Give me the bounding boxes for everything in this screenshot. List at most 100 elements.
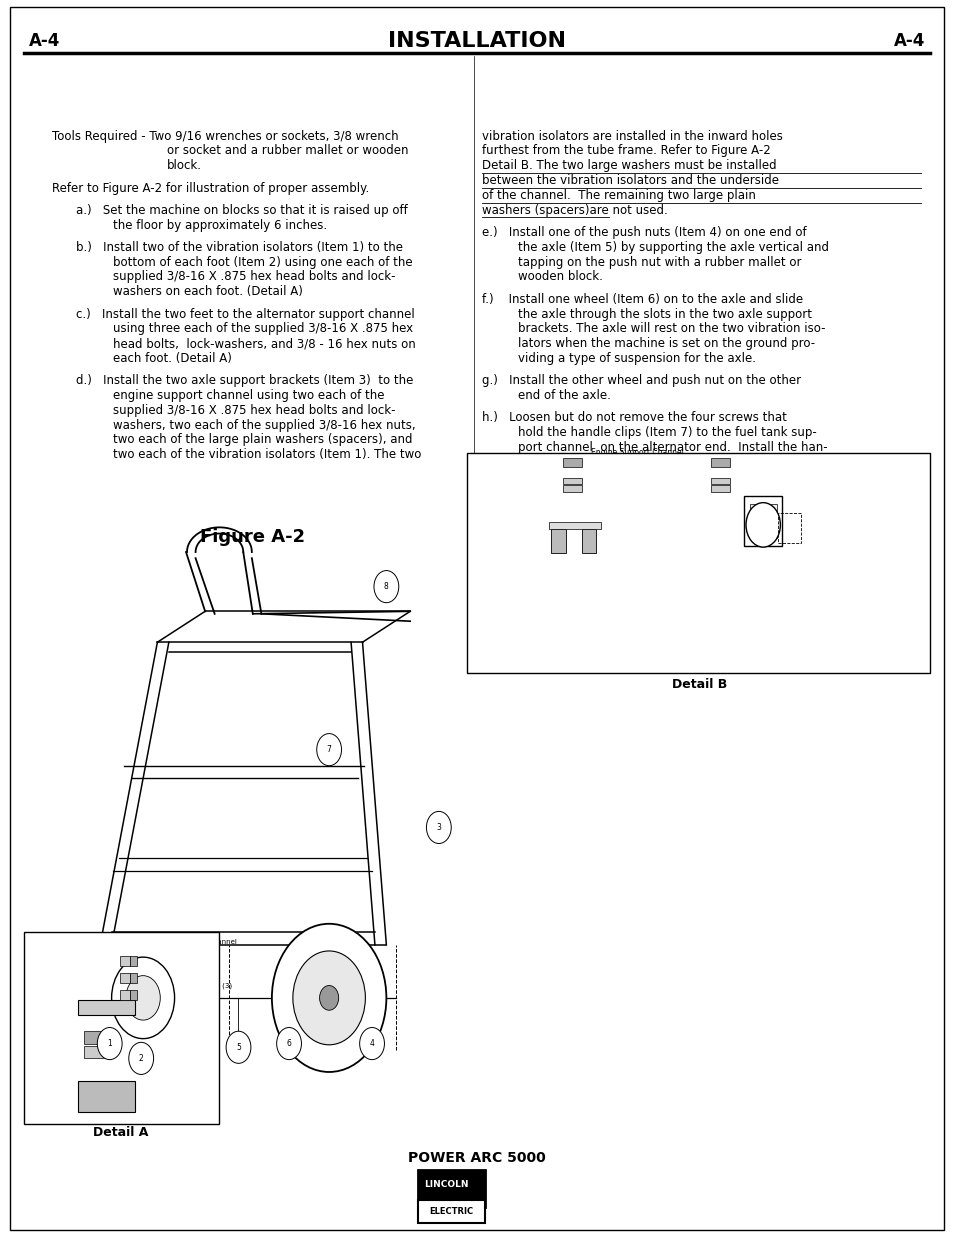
Bar <box>749 504 776 538</box>
Text: c.)   Install the two feet to the alternator support channel: c.) Install the two feet to the alternat… <box>76 308 415 321</box>
Circle shape <box>426 811 451 844</box>
Circle shape <box>112 957 174 1039</box>
Bar <box>562 458 581 467</box>
Text: ELECTRIC: ELECTRIC <box>429 1207 473 1216</box>
Text: Lockwasher: Lockwasher <box>618 494 662 504</box>
Text: Item 2: Item 2 <box>29 1018 51 1023</box>
Circle shape <box>276 1028 301 1060</box>
Text: 8: 8 <box>384 582 388 592</box>
Text: 4: 4 <box>369 1039 375 1049</box>
Text: the axle through the slots in the two axle support: the axle through the slots in the two ax… <box>517 308 811 321</box>
Circle shape <box>745 503 780 547</box>
Bar <box>130 990 137 1000</box>
Bar <box>130 956 137 966</box>
Bar <box>417 1170 484 1207</box>
Text: the floor by approximately 6 inches.: the floor by approximately 6 inches. <box>112 219 326 232</box>
Text: each foot. (Detail A): each foot. (Detail A) <box>112 352 232 366</box>
Circle shape <box>126 976 160 1020</box>
Text: Refer to Figure A-2 for illustration of proper assembly.: Refer to Figure A-2 for illustration of … <box>52 182 370 195</box>
Text: f.)    Install one wheel (Item 6) on to the axle and slide: f.) Install one wheel (Item 6) on to the… <box>481 293 802 306</box>
Text: head bolts,  lock-washers, and 3/8 - 16 hex nuts on: head bolts, lock-washers, and 3/8 - 16 h… <box>112 337 415 351</box>
Text: brackets. The axle will rest on the two vibration iso-: brackets. The axle will rest on the two … <box>517 322 824 336</box>
Bar <box>562 478 581 484</box>
Circle shape <box>316 734 341 766</box>
Text: two each of the large plain washers (spacers), and: two each of the large plain washers (spa… <box>112 433 412 447</box>
Text: g.)   Install the other wheel and push nut on the other: g.) Install the other wheel and push nut… <box>481 374 801 388</box>
Bar <box>84 1031 107 1044</box>
Text: hold the handle clips (Item 7) to the fuel tank sup-: hold the handle clips (Item 7) to the fu… <box>517 426 816 440</box>
Text: Axle
Item 5: Axle Item 5 <box>472 521 497 541</box>
Text: 3/8-16 x .875 Hex Bolt (2): 3/8-16 x .875 Hex Bolt (2) <box>667 453 765 462</box>
Circle shape <box>359 1028 384 1060</box>
Text: POWER ARC 5000: POWER ARC 5000 <box>408 1151 545 1166</box>
Text: ened.  The height of the handle can be adjusted to: ened. The height of the handle can be ad… <box>517 485 818 499</box>
Text: 5: 5 <box>235 1042 241 1052</box>
Bar <box>743 496 781 546</box>
Text: Push Nut
Item 4: Push Nut Item 4 <box>801 538 835 558</box>
Bar <box>120 973 130 983</box>
Text: LINCOLN: LINCOLN <box>424 1179 468 1189</box>
Text: A-4: A-4 <box>29 32 60 49</box>
Text: tapping on the push nut with a rubber mallet or: tapping on the push nut with a rubber ma… <box>517 256 801 269</box>
Text: suit the user.: suit the user. <box>517 500 595 514</box>
Text: Large Plain Washer
(Spacer): Large Plain Washer (Spacer) <box>472 601 545 621</box>
Bar <box>417 1200 484 1223</box>
Text: Detail B. The two large washers must be installed: Detail B. The two large washers must be … <box>481 159 776 173</box>
Bar <box>78 1081 135 1112</box>
Text: block.: block. <box>167 159 202 173</box>
Text: washers, two each of the supplied 3/8-16 hex nuts,: washers, two each of the supplied 3/8-16… <box>112 419 415 432</box>
Circle shape <box>293 951 365 1045</box>
Text: ®: ® <box>476 1182 483 1187</box>
Bar <box>24 932 219 1124</box>
Circle shape <box>374 571 398 603</box>
Circle shape <box>226 1031 251 1063</box>
Text: Alternator Support Channel: Alternator Support Channel <box>141 940 236 945</box>
Text: viding a type of suspension for the axle.: viding a type of suspension for the axle… <box>517 352 755 366</box>
Bar <box>581 529 596 553</box>
Text: Hex Nut: Hex Nut <box>618 509 648 519</box>
Text: Lockwasher: Lockwasher <box>29 1052 70 1057</box>
Bar <box>78 1000 135 1015</box>
Text: Rubber Isolator: Rubber Isolator <box>29 1084 82 1089</box>
Circle shape <box>97 1028 122 1060</box>
Bar <box>710 458 729 467</box>
Text: 3/8-16 Hex Nut (3): 3/8-16 Hex Nut (3) <box>141 955 207 962</box>
Bar <box>84 1046 107 1058</box>
Text: Tools Required - Two 9/16 wrenches or sockets, 3/8 wrench: Tools Required - Two 9/16 wrenches or so… <box>52 130 398 143</box>
Text: supplied 3/8-16 X .875 hex head bolts and lock-: supplied 3/8-16 X .875 hex head bolts an… <box>112 404 395 417</box>
Text: or socket and a rubber mallet or wooden: or socket and a rubber mallet or wooden <box>167 144 408 158</box>
Text: h.)   Loosen but do not remove the four screws that: h.) Loosen but do not remove the four sc… <box>481 411 786 425</box>
Text: Lockwasher (3): Lockwasher (3) <box>141 968 194 976</box>
Text: Detail B: Detail B <box>671 678 726 692</box>
Bar <box>710 478 729 484</box>
Bar <box>777 513 801 543</box>
Text: INSTALLATION: INSTALLATION <box>388 31 565 51</box>
Circle shape <box>319 986 338 1010</box>
Text: lators when the machine is set on the ground pro-: lators when the machine is set on the gr… <box>517 337 814 351</box>
Text: and tighten the screws that were previously loos-: and tighten the screws that were previou… <box>517 471 810 484</box>
Text: Item 1: Item 1 <box>29 1095 51 1100</box>
Text: between the vibration isolators and the underside: between the vibration isolators and the … <box>481 174 778 188</box>
Bar <box>562 485 581 492</box>
Text: b.)   Install two of the vibration isolators (Item 1) to the: b.) Install two of the vibration isolato… <box>76 241 403 254</box>
Text: washers (spacers)are not used.: washers (spacers)are not used. <box>481 204 667 217</box>
Text: Figure A-2: Figure A-2 <box>200 529 305 546</box>
Circle shape <box>272 924 386 1072</box>
Text: Engine Support Channel: Engine Support Channel <box>591 448 683 457</box>
Bar <box>467 453 929 673</box>
Text: 1: 1 <box>108 1039 112 1049</box>
Text: of the channel.  The remaining two large plain: of the channel. The remaining two large … <box>481 189 755 203</box>
Bar <box>120 956 130 966</box>
Text: port channel  on the alternator end.  Install the han-: port channel on the alternator end. Inst… <box>517 441 827 454</box>
Text: Wheel
Item 6: Wheel Item 6 <box>801 509 825 529</box>
Text: two each of the vibration isolators (Item 1). The two: two each of the vibration isolators (Ite… <box>112 448 420 462</box>
Bar <box>130 973 137 983</box>
Text: 3: 3 <box>436 823 441 832</box>
Text: e.)   Install one of the push nuts (Item 4) on one end of: e.) Install one of the push nuts (Item 4… <box>481 226 805 240</box>
Text: 6: 6 <box>286 1039 292 1049</box>
Text: vibration isolators are installed in the inward holes: vibration isolators are installed in the… <box>481 130 781 143</box>
Text: 7: 7 <box>326 745 332 755</box>
Text: furthest from the tube frame. Refer to Figure A-2: furthest from the tube frame. Refer to F… <box>481 144 770 158</box>
Text: Tubular Frame: Tubular Frame <box>801 482 855 492</box>
Bar <box>548 522 600 529</box>
